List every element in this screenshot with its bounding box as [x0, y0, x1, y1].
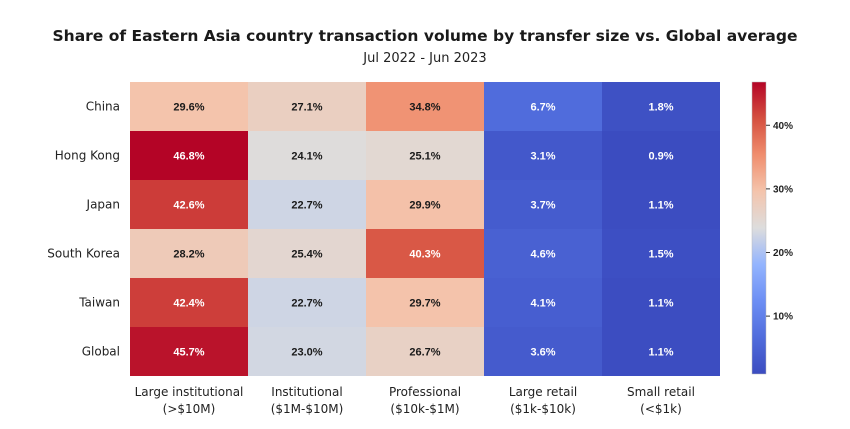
cell-value-0-3: 6.7% — [530, 102, 555, 114]
heatmap-cell-0-1 — [248, 82, 366, 131]
heatmap-cell-5-3 — [484, 327, 602, 376]
row-label-3: South Korea — [47, 247, 120, 261]
heatmap-cell-2-0 — [130, 180, 248, 229]
heatmap-cell-1-2 — [366, 131, 484, 180]
cell-value-1-0: 46.8% — [173, 151, 204, 163]
heatmap-cell-3-0 — [130, 229, 248, 278]
cell-value-3-1: 25.4% — [291, 249, 322, 261]
cell-value-4-0: 42.4% — [173, 298, 204, 310]
heatmap-cell-1-3 — [484, 131, 602, 180]
column-sublabel-3: ($1k-$10k) — [510, 402, 576, 416]
heatmap-cell-0-3 — [484, 82, 602, 131]
cell-value-3-4: 1.5% — [648, 249, 673, 261]
column-sublabel-0: (>$10M) — [163, 402, 216, 416]
heatmap-cell-0-4 — [602, 82, 720, 131]
chart-title: Share of Eastern Asia country transactio… — [52, 27, 798, 45]
row-label-2: Japan — [86, 198, 120, 212]
column-label-4: Small retail — [627, 385, 695, 399]
cell-value-0-0: 29.6% — [173, 102, 204, 114]
cell-value-5-1: 23.0% — [291, 347, 322, 359]
cell-value-4-2: 29.7% — [409, 298, 440, 310]
column-label-2: Professional — [389, 385, 461, 399]
heatmap-cell-5-4 — [602, 327, 720, 376]
row-label-1: Hong Kong — [55, 149, 120, 163]
heatmap-cell-2-4 — [602, 180, 720, 229]
cell-value-3-0: 28.2% — [173, 249, 204, 261]
cell-value-0-2: 34.8% — [409, 102, 440, 114]
column-label-0: Large institutional — [135, 385, 244, 399]
heatmap-cell-1-4 — [602, 131, 720, 180]
column-label-3: Large retail — [509, 385, 577, 399]
heatmap-cell-5-1 — [248, 327, 366, 376]
cell-value-2-4: 1.1% — [648, 200, 673, 212]
cell-value-1-1: 24.1% — [291, 151, 322, 163]
cell-value-1-3: 3.1% — [530, 151, 555, 163]
heatmap-cell-3-2 — [366, 229, 484, 278]
colorbar-gradient — [751, 81, 767, 375]
heatmap-cell-1-0 — [130, 131, 248, 180]
heatmap-cell-1-1 — [248, 131, 366, 180]
cell-value-4-1: 22.7% — [291, 298, 322, 310]
cell-value-1-4: 0.9% — [648, 151, 673, 163]
cell-value-2-3: 3.7% — [530, 200, 555, 212]
cell-value-1-2: 25.1% — [409, 151, 440, 163]
row-label-5: Global — [82, 345, 120, 359]
heatmap-cell-4-0 — [130, 278, 248, 327]
colorbar-tick-label-2: 30% — [773, 184, 793, 195]
heatmap-cell-4-1 — [248, 278, 366, 327]
row-label-4: Taiwan — [78, 296, 120, 310]
heatmap-cell-3-4 — [602, 229, 720, 278]
heatmap-cells: 29.6% 27.1% 34.8% 6.7% 1.8% 46.8% 24.1% 25.1% 3.… — [130, 82, 720, 376]
heatmap-cell-3-3 — [484, 229, 602, 278]
heatmap-cell-4-3 — [484, 278, 602, 327]
colorbar-tick-label-3: 40% — [773, 121, 793, 132]
heatmap-cell-2-2 — [366, 180, 484, 229]
heatmap-cell-0-0 — [130, 82, 248, 131]
cell-value-2-1: 22.7% — [291, 200, 322, 212]
cell-value-4-4: 1.1% — [648, 298, 673, 310]
column-label-1: Institutional — [271, 385, 342, 399]
heatmap-cell-5-0 — [130, 327, 248, 376]
row-label-0: China — [86, 100, 120, 114]
column-labels: Large institutional (>$10M) Institutional (… — [135, 385, 695, 416]
cell-value-0-1: 27.1% — [291, 102, 322, 114]
heatmap-cell-4-4 — [602, 278, 720, 327]
cell-value-5-2: 26.7% — [409, 347, 440, 359]
colorbar-tick-label-1: 20% — [773, 248, 793, 259]
heatmap-cell-2-3 — [484, 180, 602, 229]
cell-value-0-4: 1.8% — [648, 102, 673, 114]
cell-value-2-0: 42.6% — [173, 200, 204, 212]
cell-value-5-0: 45.7% — [173, 347, 204, 359]
column-sublabel-2: ($10k-$1M) — [390, 402, 459, 416]
colorbar: 10% 20% 30% 40% — [751, 81, 793, 375]
colorbar-tick-label-0: 10% — [773, 312, 793, 323]
heatmap-cell-2-1 — [248, 180, 366, 229]
cell-value-3-3: 4.6% — [530, 249, 555, 261]
column-sublabel-4: (<$1k) — [640, 402, 682, 416]
heatmap-cell-4-2 — [366, 278, 484, 327]
cell-value-5-4: 1.1% — [648, 347, 673, 359]
column-sublabel-1: ($1M-$10M) — [271, 402, 344, 416]
cell-value-5-3: 3.6% — [530, 347, 555, 359]
cell-value-2-2: 29.9% — [409, 200, 440, 212]
heatmap-cell-0-2 — [366, 82, 484, 131]
chart-subtitle: Jul 2022 - Jun 2023 — [363, 51, 487, 66]
cell-value-3-2: 40.3% — [409, 249, 440, 261]
cell-value-4-3: 4.1% — [530, 298, 555, 310]
heatmap-cell-5-2 — [366, 327, 484, 376]
row-labels: China Hong Kong Japan South Korea Taiwan Glob… — [47, 100, 120, 359]
heatmap-cell-3-1 — [248, 229, 366, 278]
